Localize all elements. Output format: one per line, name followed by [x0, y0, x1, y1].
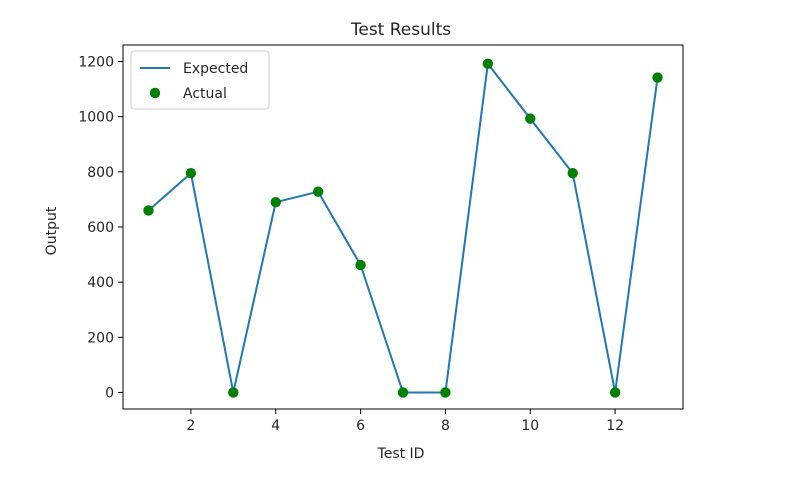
legend-label: Expected	[183, 61, 248, 77]
data-point-actual	[355, 259, 366, 271]
data-point-actual	[270, 196, 281, 208]
chart-title: Test Results	[350, 20, 451, 40]
x-axis-label: Test ID	[377, 446, 425, 462]
series-line-expected	[147, 62, 659, 394]
data-point-actual	[397, 387, 409, 398]
y-tick-label: 1200	[78, 55, 114, 71]
data-point-actual	[312, 186, 324, 197]
data-point-actual	[143, 205, 154, 216]
y-tick-label: 600	[87, 220, 114, 236]
data-point-actual	[567, 168, 578, 179]
y-tick-label: 800	[87, 165, 114, 181]
plot-area	[143, 58, 663, 398]
legend-marker-swatch	[149, 87, 161, 99]
y-tick-label: 400	[87, 275, 114, 291]
data-point-actual	[440, 387, 451, 398]
data-point-actual	[228, 387, 239, 398]
x-tick-label: 8	[441, 418, 450, 434]
y-tick-label: 200	[87, 330, 114, 346]
x-tick-label: 4	[271, 418, 280, 434]
x-tick-label: 2	[186, 418, 195, 434]
data-point-actual	[652, 72, 663, 83]
axes: 2 4 6 8 10 12 0 200 400 600 800 1000 1200	[78, 44, 684, 434]
y-axis-label: Output	[44, 206, 60, 255]
x-tick-label: 12	[606, 418, 624, 434]
legend-box	[130, 50, 270, 110]
data-point-actual	[185, 168, 197, 179]
legend: Expected Actual	[130, 50, 270, 110]
data-point-actual	[525, 113, 536, 124]
data-point-actual	[609, 387, 621, 398]
x-tick-label: 10	[521, 418, 539, 434]
y-tick-label: 0	[105, 385, 114, 401]
y-tick-label: 1000	[78, 110, 114, 126]
legend-label: Actual	[183, 86, 227, 102]
data-point-actual	[482, 58, 494, 69]
x-tick-label: 6	[356, 418, 365, 434]
